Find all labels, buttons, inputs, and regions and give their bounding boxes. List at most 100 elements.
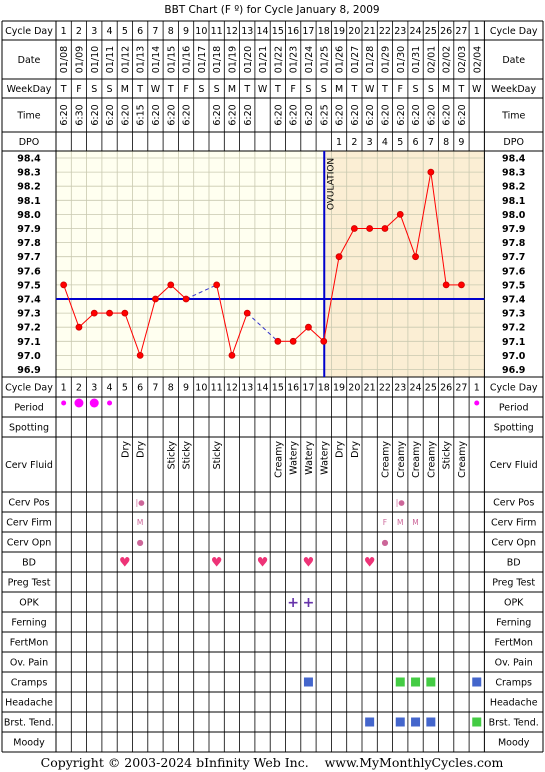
- cerv-fluid-label: Watery: [319, 441, 330, 475]
- time-label: 6:20: [105, 104, 116, 125]
- cramps-box: [303, 677, 313, 687]
- date-label: 01/31: [411, 46, 422, 73]
- brst-tend-box: [426, 717, 436, 727]
- time-label: 6:20: [273, 104, 284, 125]
- cycle-day-label-bottom: 15: [272, 383, 284, 394]
- row-label-right: Cerv Fluid: [490, 460, 538, 471]
- cycle-day-label-bottom: 12: [226, 383, 238, 394]
- cycle-day-label: 25: [425, 26, 437, 37]
- y-tick-label-left: 97.6: [17, 266, 41, 277]
- row-label-left: Cycle Day: [5, 383, 53, 394]
- date-label: 01/17: [197, 46, 208, 73]
- weekday-label: F: [76, 84, 81, 95]
- time-label: 6:15: [136, 104, 147, 125]
- date-label: 02/04: [472, 46, 483, 73]
- cerv-fluid-label: Creamy: [380, 441, 391, 478]
- date-label: 01/19: [227, 46, 238, 73]
- cerv-fluid-label: Dry: [120, 441, 131, 458]
- cerv-fluid-label: Sticky: [166, 441, 177, 470]
- cycle-day-label: 23: [394, 26, 406, 37]
- cycle-day-label: 27: [455, 26, 467, 37]
- cerv-fluid-label: Watery: [304, 441, 315, 475]
- row-label-left: Ferning: [11, 618, 46, 629]
- cerv-fluid-label: Creamy: [411, 441, 422, 478]
- cycle-day-label: 12: [226, 26, 238, 37]
- temp-point: [152, 295, 159, 303]
- weekday-label: T: [167, 84, 174, 95]
- row-label-left: Cerv Opn: [7, 538, 52, 549]
- cycle-day-label: 8: [168, 26, 174, 37]
- cycle-day-label: 16: [287, 26, 299, 37]
- row-label-right: Time: [501, 111, 525, 122]
- row-label-right: Cycle Day: [490, 383, 538, 394]
- row-label-left: Moody: [13, 738, 45, 749]
- cycle-day-label: 13: [241, 26, 253, 37]
- row-label-right: Cycle Day: [490, 26, 538, 37]
- temp-point: [381, 225, 389, 232]
- cycle-day-label: 6: [137, 26, 143, 37]
- date-label: 02/03: [457, 46, 468, 73]
- dpo-label: 6: [413, 137, 419, 148]
- text-layer: Cycle Day Cycle Day Date Date WeekDay WeekDay…: [4, 26, 539, 749]
- time-label: 6:20: [411, 104, 422, 125]
- date-label: 01/13: [136, 46, 147, 73]
- weekday-label: T: [458, 84, 465, 95]
- dpo-label: 2: [351, 137, 357, 148]
- time-label: 6:20: [380, 104, 391, 125]
- row-label-right: Spotting: [494, 423, 534, 434]
- row-label-right: Cramps: [495, 678, 532, 689]
- y-tick-label-right: 98.1: [502, 196, 525, 207]
- time-label: 6:20: [227, 104, 238, 125]
- temp-line-segment: [63, 284, 80, 328]
- row-label-right: Preg Test: [492, 578, 535, 589]
- dpo-label: 8: [443, 137, 449, 148]
- time-label: 6:20: [335, 104, 346, 125]
- date-label: 01/29: [380, 46, 391, 73]
- row-label-right: Headache: [490, 698, 538, 709]
- time-label: 6:20: [120, 104, 131, 125]
- y-tick-label-right: 97.8: [502, 238, 526, 249]
- weekday-label: W: [258, 84, 268, 95]
- weekday-label: S: [305, 84, 311, 95]
- cerv-fluid-label: Sticky: [182, 441, 193, 470]
- cycle-day-label: 15: [272, 26, 284, 37]
- temp-point: [274, 337, 282, 345]
- copyright-footer[interactable]: Copyright © 2003-2024 bInfinity Web Inc.…: [41, 755, 504, 770]
- y-tick-label-left: 97.8: [17, 238, 41, 249]
- cycle-day-label: 10: [195, 26, 207, 37]
- cerv-fluid-label: Dry: [136, 441, 147, 458]
- weekday-label: M: [335, 84, 343, 95]
- cycle-day-label: 18: [318, 26, 330, 37]
- cramps-box: [411, 677, 421, 687]
- cycle-day-label: 26: [440, 26, 452, 37]
- temp-point: [121, 309, 129, 317]
- date-label: 01/21: [258, 46, 269, 73]
- temp-line-segment: [124, 312, 141, 356]
- row-label-left: Date: [18, 55, 41, 66]
- post-ovulation-shade: [324, 151, 485, 377]
- time-label: 6:20: [426, 104, 437, 125]
- date-label: 01/22: [273, 46, 284, 73]
- temp-point: [442, 281, 450, 289]
- cerv-fluid-label: Dry: [350, 441, 361, 458]
- dpo-label: 3: [367, 137, 373, 148]
- temp-line-segment: [323, 256, 340, 342]
- row-label-left: DPO: [19, 137, 40, 148]
- cycle-day-label-bottom: 9: [183, 383, 189, 394]
- brst-tend-box: [365, 717, 375, 727]
- cycle-day-label: 20: [348, 26, 360, 37]
- date-label: 01/18: [212, 46, 223, 73]
- temp-gap-segment: [185, 284, 217, 300]
- dpo-label: 1: [336, 137, 342, 148]
- dpo-label: 4: [382, 137, 388, 148]
- temp-point: [75, 323, 83, 331]
- date-label: 01/24: [304, 46, 315, 73]
- temp-line-segment: [78, 312, 95, 328]
- row-label-right: Ov. Pain: [495, 658, 533, 669]
- date-label: 01/30: [396, 46, 407, 73]
- time-label: 6:20: [396, 104, 407, 125]
- cycle-day-label: 19: [333, 26, 345, 37]
- weekday-label: S: [198, 84, 204, 95]
- cycle-day-label-bottom: 25: [425, 383, 437, 394]
